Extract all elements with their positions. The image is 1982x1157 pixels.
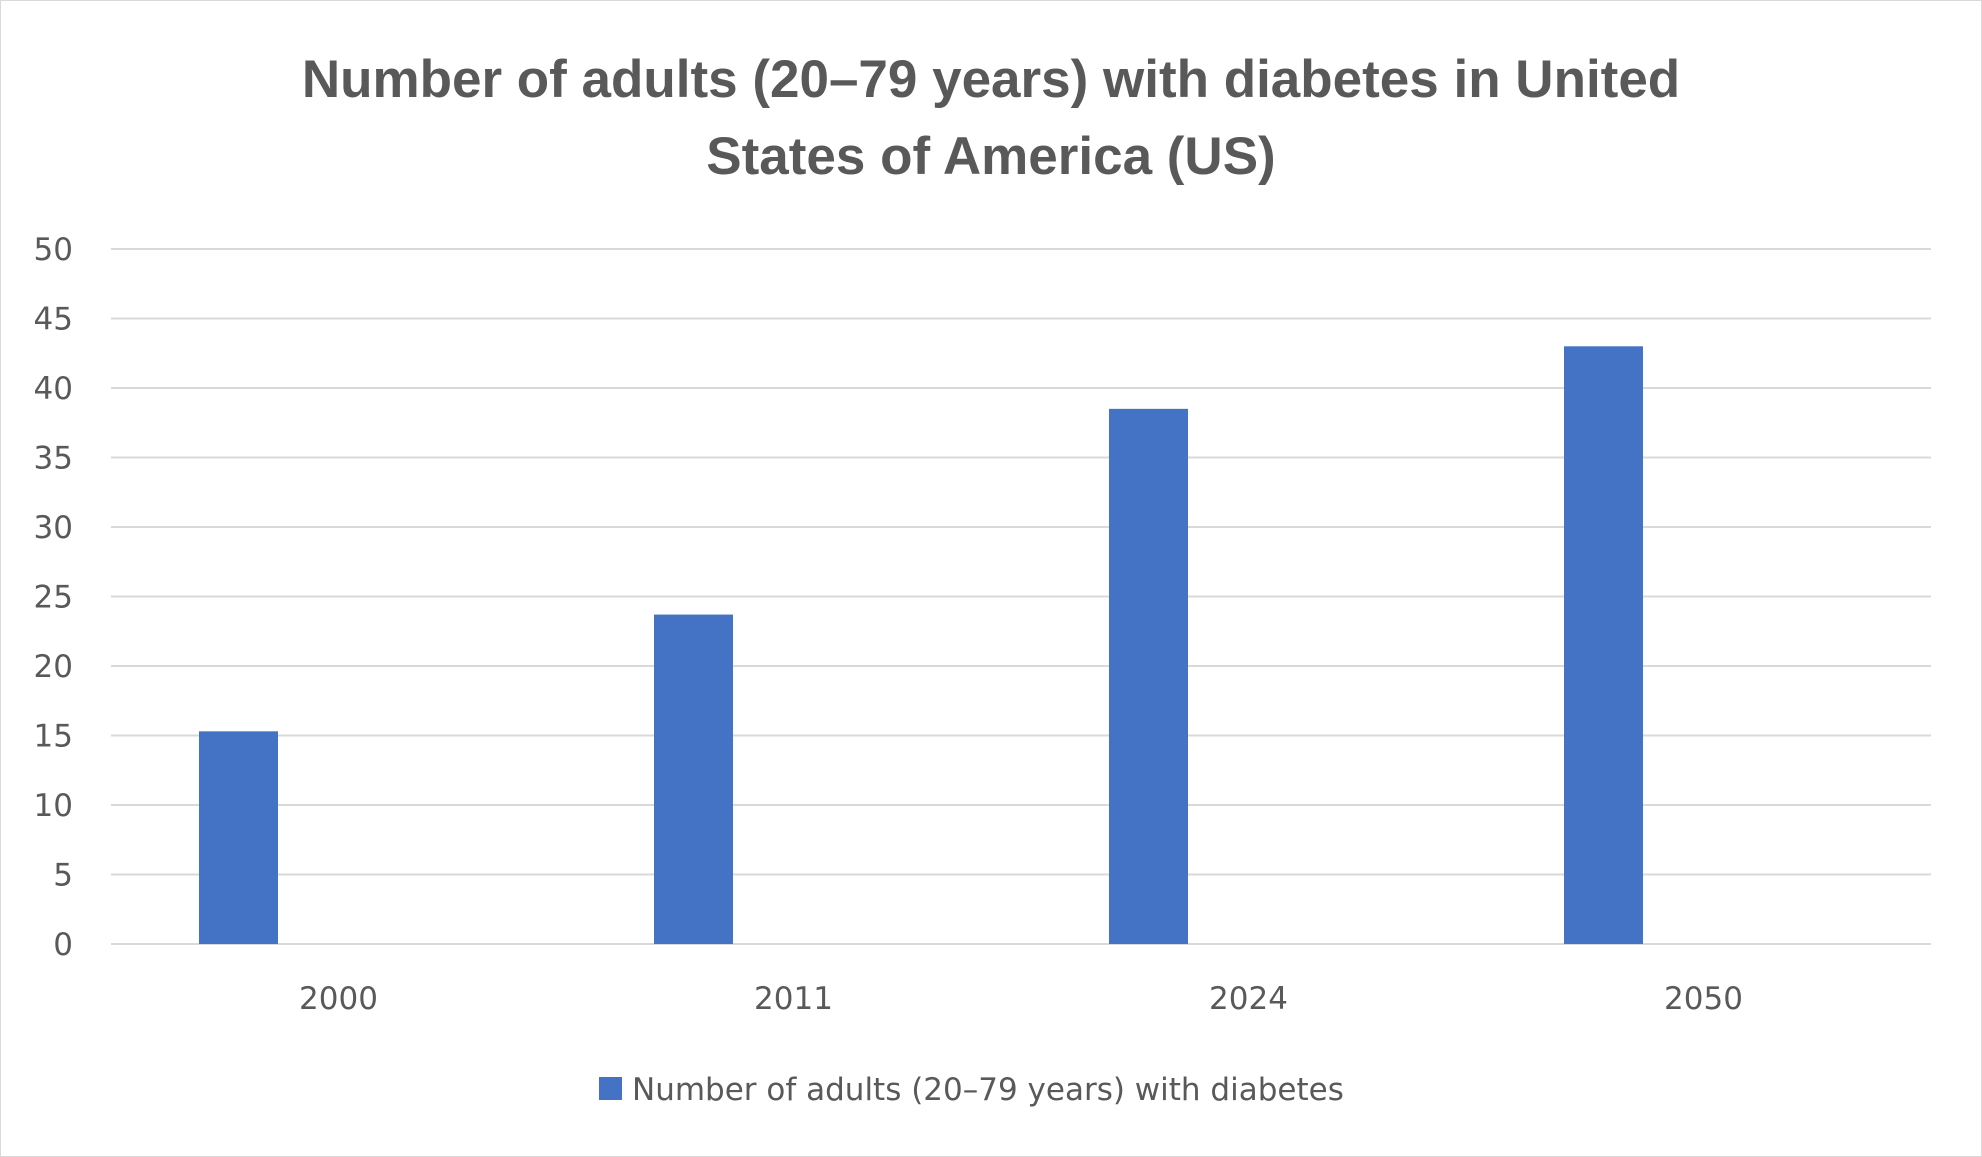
legend: Number of adults (20–79 years) with diab… (599, 1072, 1344, 1108)
chart-title-line-2: States of America (US) (706, 127, 1275, 186)
x-tick-label: 2024 (1209, 981, 1288, 1017)
bar-2011 (654, 614, 733, 944)
legend-label: Number of adults (20–79 years) with diab… (632, 1072, 1344, 1108)
y-axis-tick-labels: 0 5 10 15 20 25 30 35 40 45 50 (34, 232, 73, 963)
y-tick-label: 5 (53, 858, 73, 894)
x-tick-label: 2050 (1664, 981, 1743, 1017)
y-tick-label: 15 (34, 719, 73, 755)
x-tick-label: 2000 (299, 981, 378, 1017)
y-tick-label: 30 (34, 510, 73, 546)
chart-title: Number of adults (20–79 years) with diab… (302, 50, 1680, 186)
y-tick-label: 35 (34, 441, 73, 477)
chart-title-line-1: Number of adults (20–79 years) with diab… (302, 50, 1680, 109)
y-tick-label: 40 (34, 371, 73, 407)
y-tick-label: 10 (34, 788, 73, 824)
bar-2050 (1564, 346, 1643, 944)
y-tick-label: 45 (34, 302, 73, 338)
y-tick-label: 50 (34, 232, 73, 268)
y-tick-label: 20 (34, 649, 73, 685)
legend-swatch (599, 1077, 622, 1100)
bar-2024 (1109, 408, 1188, 945)
x-tick-label: 2011 (754, 981, 833, 1017)
gridlines (111, 248, 1931, 945)
bar-2000 (199, 731, 278, 944)
bars (199, 346, 1643, 945)
x-axis-tick-labels: 2000 2011 2024 2050 (299, 981, 1743, 1017)
y-tick-label: 0 (53, 927, 73, 963)
y-tick-label: 25 (34, 580, 73, 616)
